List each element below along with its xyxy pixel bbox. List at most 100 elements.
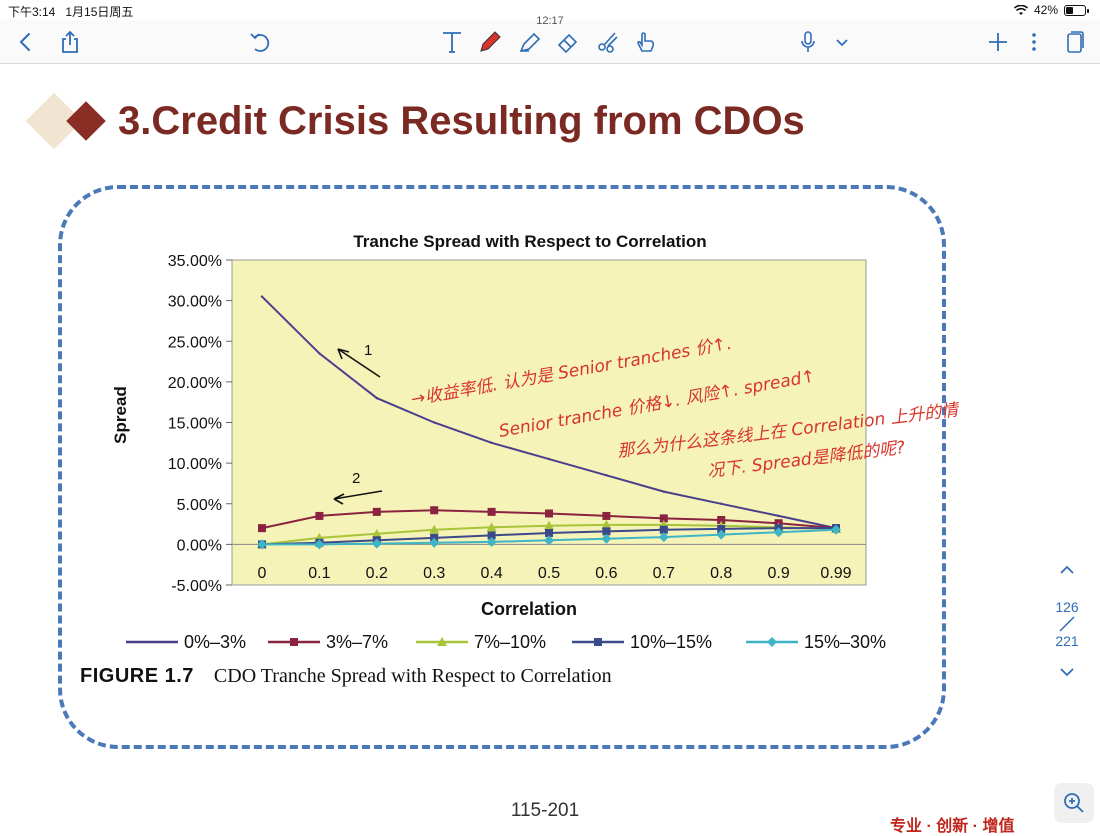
data-point	[429, 524, 440, 534]
wifi-icon	[1013, 4, 1028, 15]
x-tick-label: 0.6	[595, 565, 617, 582]
x-tick-label: 0	[258, 565, 267, 582]
battery-percent: 42%	[1033, 3, 1058, 17]
add-button[interactable]	[982, 26, 1014, 58]
data-point	[314, 539, 325, 550]
data-point	[777, 514, 780, 518]
status-right: 42%	[1013, 3, 1089, 17]
data-point	[659, 514, 668, 523]
eraser-icon	[557, 33, 578, 54]
y-tick-label: 10.00%	[168, 456, 222, 473]
page-divider	[1059, 616, 1075, 632]
zoom-button[interactable]	[1054, 783, 1094, 823]
dashed-annotation-frame	[58, 185, 946, 749]
share-button[interactable]	[54, 26, 86, 58]
highlighter-tool-button[interactable]	[514, 26, 546, 58]
data-point	[544, 520, 554, 530]
data-point	[658, 532, 669, 543]
back-icon	[19, 33, 30, 51]
figure-label: FIGURE 1.7	[80, 665, 194, 687]
data-point	[257, 539, 267, 550]
chevron-up-icon[interactable]	[1057, 563, 1077, 577]
pen-tool-button[interactable]	[474, 26, 506, 58]
undo-button[interactable]	[244, 26, 276, 58]
chart-title: Tranche Spread with Respect to Correlati…	[353, 232, 706, 251]
data-point	[716, 529, 727, 540]
legend-marker	[594, 638, 602, 646]
y-tick-label: 20.00%	[168, 375, 222, 392]
data-point	[662, 490, 665, 493]
data-point	[545, 529, 553, 537]
lasso-tool-button[interactable]	[592, 26, 624, 58]
data-point	[260, 295, 264, 298]
toolbar-clock: 12:17	[536, 15, 564, 27]
more-button[interactable]	[1018, 26, 1050, 58]
footer-slogan: 专业 · 创新 · 增值	[890, 818, 1015, 835]
data-point	[258, 524, 266, 533]
data-point	[429, 537, 440, 548]
y-tick-label: -5.00%	[171, 578, 222, 595]
x-tick-label: 0.8	[710, 565, 732, 582]
text-tool-button[interactable]	[436, 26, 468, 58]
hand-tool-button[interactable]	[630, 26, 662, 58]
lasso-icon	[598, 32, 618, 53]
x-tick-label: 0.99	[820, 565, 851, 582]
data-point	[487, 531, 496, 540]
slide-title: 3.Credit Crisis Resulting from CDOs	[118, 99, 805, 143]
legend-label: 3%–7%	[326, 632, 388, 652]
chevron-down-icon	[836, 39, 848, 47]
status-time: 下午3:14	[8, 5, 56, 19]
arrow-2-label: 2	[352, 470, 360, 487]
data-point	[315, 511, 324, 520]
data-point	[318, 352, 321, 355]
x-axis-label: Correlation	[481, 599, 577, 619]
y-tick-label: 35.00%	[168, 253, 222, 270]
arrow-1: 1	[337, 342, 381, 378]
series-0	[260, 295, 838, 530]
mic-button[interactable]	[792, 26, 824, 58]
chevron-down-nav-icon[interactable]	[1057, 665, 1077, 679]
data-point	[490, 441, 493, 445]
document-page[interactable]: 3.Credit Crisis Resulting from CDOs Tran…	[0, 65, 1100, 825]
arrow-1-label: 1	[364, 342, 372, 359]
pen-icon	[480, 31, 501, 52]
hand-icon	[637, 32, 655, 52]
x-tick-label: 0.3	[423, 565, 445, 582]
highlighter-icon	[519, 32, 541, 53]
y-axis-label: Spread	[111, 386, 130, 444]
data-point	[371, 538, 382, 549]
y-tick-label: 5.00%	[177, 497, 222, 514]
data-point	[659, 525, 668, 534]
status-time-date: 下午3:14 1月15日周五	[8, 3, 133, 20]
data-point	[717, 524, 726, 533]
data-point	[545, 509, 553, 518]
data-point	[372, 507, 381, 516]
legend-marker	[290, 638, 298, 646]
series-4	[257, 524, 841, 550]
data-point	[433, 421, 436, 424]
legend-label: 7%–10%	[474, 632, 546, 652]
status-bar: 下午3:14 1月15日周五 42%	[0, 0, 1100, 20]
figure-caption-text: CDO Tranche Spread with Respect to Corre…	[213, 665, 612, 687]
data-point	[720, 502, 723, 505]
eraser-tool-button[interactable]	[552, 26, 584, 58]
data-point	[547, 457, 551, 461]
text-tool-icon	[443, 32, 461, 53]
data-point	[544, 535, 554, 546]
legend-marker	[767, 637, 777, 647]
data-point	[831, 524, 841, 535]
figure-caption: FIGURE 1.7 CDO Tranche Spread with Respec…	[80, 665, 612, 688]
mic-options-button[interactable]	[826, 26, 858, 58]
legend-label: 15%–30%	[804, 632, 886, 652]
data-point	[601, 533, 612, 544]
data-point	[430, 506, 439, 515]
y-tick-label: 25.00%	[168, 334, 222, 351]
back-button[interactable]	[10, 26, 42, 58]
legend-label: 10%–15%	[630, 632, 712, 652]
x-tick-label: 0.9	[767, 565, 789, 582]
y-tick-label: 15.00%	[168, 416, 222, 433]
toolbar: 12:17	[0, 15, 1100, 64]
x-tick-label: 0.7	[653, 565, 675, 582]
pages-button[interactable]	[1058, 26, 1090, 58]
data-point	[602, 527, 611, 536]
